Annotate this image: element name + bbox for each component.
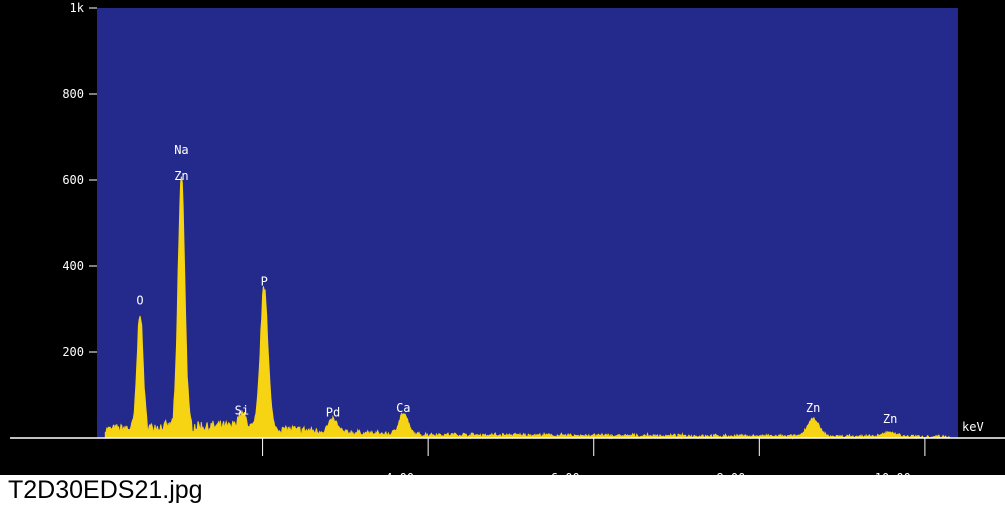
peak-label: Na — [174, 143, 188, 157]
plot-area — [97, 8, 958, 438]
peak-label: Zn — [174, 169, 188, 183]
peak-label: O — [136, 294, 143, 308]
x-axis: 4.00 6.00 8.00 10.00 — [262, 438, 926, 485]
y-tick-label: 600 — [62, 173, 84, 187]
y-tick-label: 200 — [62, 345, 84, 359]
x-tick-label: 4.00 — [385, 471, 414, 485]
peak-labels: O Na Zn P Si Pd Ca Zn Zn — [136, 143, 897, 426]
x-axis-unit-label: keV — [962, 420, 984, 434]
y-tick-label: 800 — [62, 87, 84, 101]
x-tick-label: 6.00 — [551, 471, 580, 485]
y-axis: 200 400 600 800 1k — [62, 1, 97, 359]
peak-label: P — [261, 274, 268, 288]
peak-label: Zn — [883, 412, 897, 426]
peak-label: Ca — [396, 401, 410, 415]
y-tick-label: 400 — [62, 259, 84, 273]
x-tick-label: 8.00 — [716, 471, 745, 485]
spectrum-trace — [104, 176, 951, 440]
y-tick-label: 1k — [70, 1, 85, 15]
peak-label: Si — [235, 403, 249, 417]
x-tick-label: 10.00 — [875, 471, 911, 485]
peak-label: Zn — [806, 401, 820, 415]
peak-label: Pd — [326, 406, 340, 420]
image-filename-caption: T2D30EDS21.jpg — [6, 475, 328, 505]
